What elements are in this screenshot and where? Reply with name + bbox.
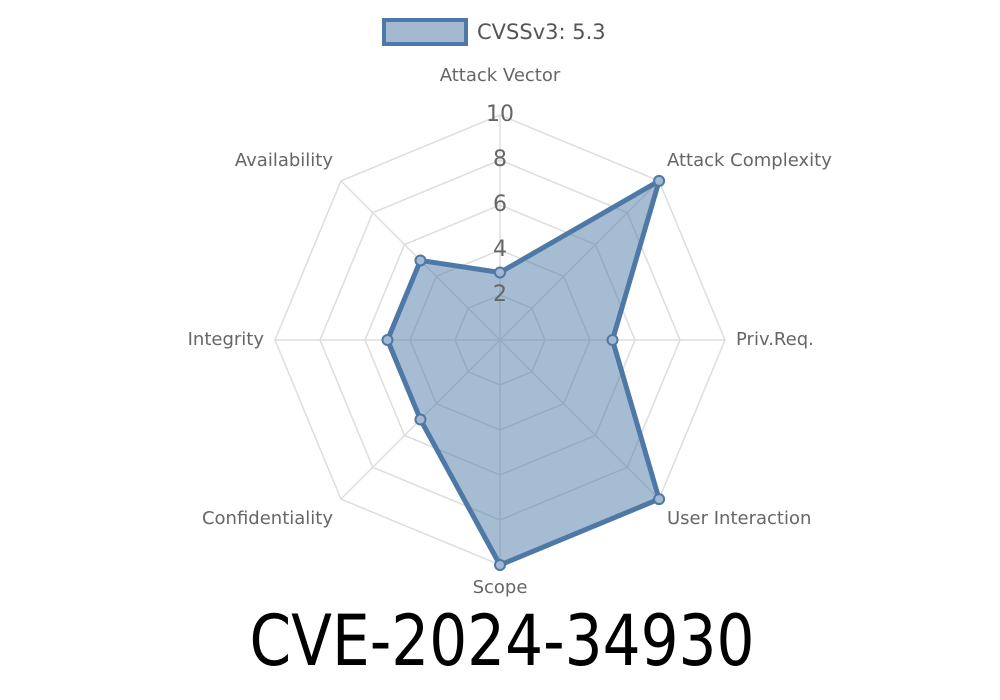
category-label: Integrity xyxy=(188,329,265,350)
radar-area xyxy=(385,178,662,568)
legend-label: CVSSv3: 5.3 xyxy=(477,20,606,44)
data-point xyxy=(414,413,427,426)
data-point xyxy=(414,254,427,267)
r-tick-label: 6 xyxy=(493,192,507,217)
data-point xyxy=(381,334,394,346)
r-tick-label: 2 xyxy=(493,282,507,307)
category-label: Attack Complexity xyxy=(667,150,832,171)
category-label: Availability xyxy=(235,150,333,171)
category-label: User Interaction xyxy=(667,508,811,529)
category-label: Confidentiality xyxy=(202,508,333,529)
chart-title: CVE-2024-34930 xyxy=(250,600,755,682)
data-point xyxy=(606,334,619,346)
r-tick-label: 4 xyxy=(493,237,507,262)
category-label: Scope xyxy=(473,577,528,598)
category-label: Attack Vector xyxy=(440,65,561,86)
data-point xyxy=(653,493,666,506)
r-tick-label: 10 xyxy=(486,102,514,127)
data-point xyxy=(494,266,506,279)
legend-swatch xyxy=(382,18,468,46)
data-point xyxy=(494,559,506,571)
r-tick-label: 8 xyxy=(493,147,507,172)
data-point xyxy=(653,174,666,187)
category-label: Priv.Req. xyxy=(736,329,814,350)
